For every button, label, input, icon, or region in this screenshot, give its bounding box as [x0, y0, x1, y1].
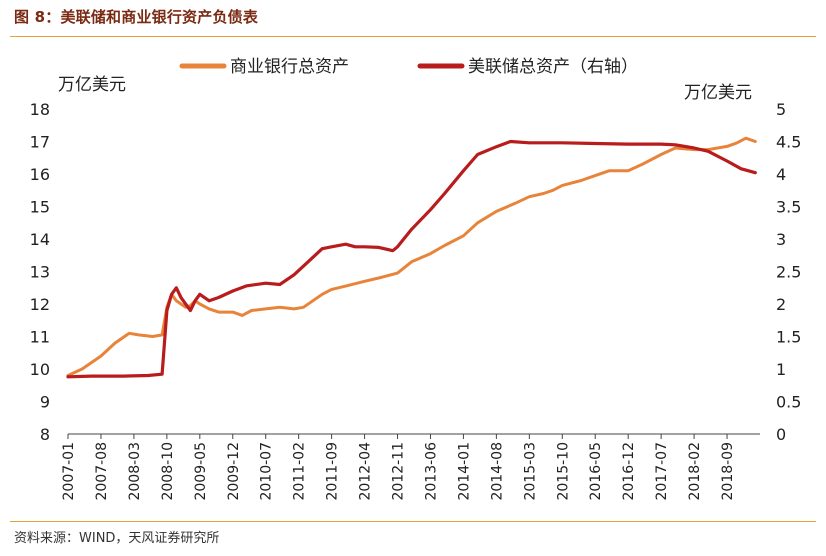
x-tick-label: 2011-09 — [325, 442, 341, 501]
bottom-rule — [10, 521, 816, 522]
y-left-tick-label: 8 — [40, 425, 50, 444]
y-left-tick-label: 16 — [30, 165, 50, 184]
y-left-tick-label: 14 — [30, 230, 50, 249]
y-right-tick-label: 4.5 — [776, 133, 801, 152]
x-tick-label: 2018-09 — [720, 442, 736, 501]
x-tick-label: 2012-11 — [391, 442, 407, 501]
y-left-tick-label: 10 — [30, 360, 50, 379]
y-left-axis-label: 万亿美元 — [58, 75, 126, 95]
y-right-tick-label: 0.5 — [776, 393, 801, 412]
x-tick-label: 2015-10 — [555, 442, 571, 501]
x-tick-label: 2011-02 — [292, 442, 308, 501]
y-right-tick-label: 1.5 — [776, 328, 801, 347]
y-right-tick-label: 0 — [776, 425, 786, 444]
x-tick-label: 2008-03 — [127, 442, 143, 501]
x-tick-label: 2009-12 — [226, 442, 242, 501]
y-left-tick-label: 9 — [40, 393, 50, 412]
figure-title: 图 8：美联储和商业银行资产负债表 — [14, 8, 259, 26]
y-right-axis-label: 万亿美元 — [684, 83, 752, 103]
top-rule — [10, 36, 816, 37]
x-tick-label: 2016-05 — [588, 442, 604, 501]
x-tick-label: 2008-10 — [160, 442, 176, 501]
x-tick-label: 2007-08 — [94, 442, 110, 501]
series-line-2 — [66, 139, 757, 379]
y-right-tick-label: 4 — [776, 165, 786, 184]
y-right-tick-label: 3.5 — [776, 198, 801, 217]
y-left-tick-label: 18 — [30, 100, 50, 119]
y-left-tick-label: 11 — [30, 328, 50, 347]
series-line-1 — [66, 136, 757, 377]
y-left-tick-label: 12 — [30, 295, 50, 314]
x-tick-label: 2014-01 — [456, 442, 472, 501]
x-tick-label: 2007-01 — [61, 442, 77, 501]
x-tick-label: 2017-07 — [654, 442, 670, 501]
y-left-tick-label: 13 — [30, 263, 50, 282]
x-tick-label: 2018-02 — [687, 442, 703, 501]
legend-label-1: 商业银行总资产 — [230, 57, 349, 77]
series-lines — [66, 136, 757, 379]
source-note: 资料来源：WIND，天风证券研究所 — [14, 531, 220, 546]
x-tick-label: 2012-04 — [358, 442, 374, 501]
legend-label-2: 美联储总资产（右轴） — [468, 57, 638, 77]
y-right-tick-label: 1 — [776, 360, 786, 379]
y-right-tick-label: 3 — [776, 230, 786, 249]
x-tick-label: 2010-07 — [259, 442, 275, 501]
y-right-tick-label: 5 — [776, 100, 786, 119]
legend: 商业银行总资产 美联储总资产（右轴） — [179, 57, 638, 77]
y-right-tick-label: 2.5 — [776, 263, 801, 282]
x-tick-label: 2013-06 — [423, 442, 439, 501]
x-tick-label: 2014-08 — [489, 442, 505, 501]
x-tick-label: 2009-05 — [193, 442, 209, 501]
y-left-tick-label: 15 — [30, 198, 50, 217]
y-right-tick-label: 2 — [776, 295, 786, 314]
axes-group: 8 9 10 11 12 13 14 15 16 17 18 0 0.5 1 1.5 2 2.5 3 3.5 4 4.5… — [30, 75, 802, 501]
y-left-tick-label: 17 — [30, 133, 50, 152]
x-tick-label: 2016-12 — [621, 442, 637, 501]
x-tick-label: 2015-03 — [522, 442, 538, 501]
